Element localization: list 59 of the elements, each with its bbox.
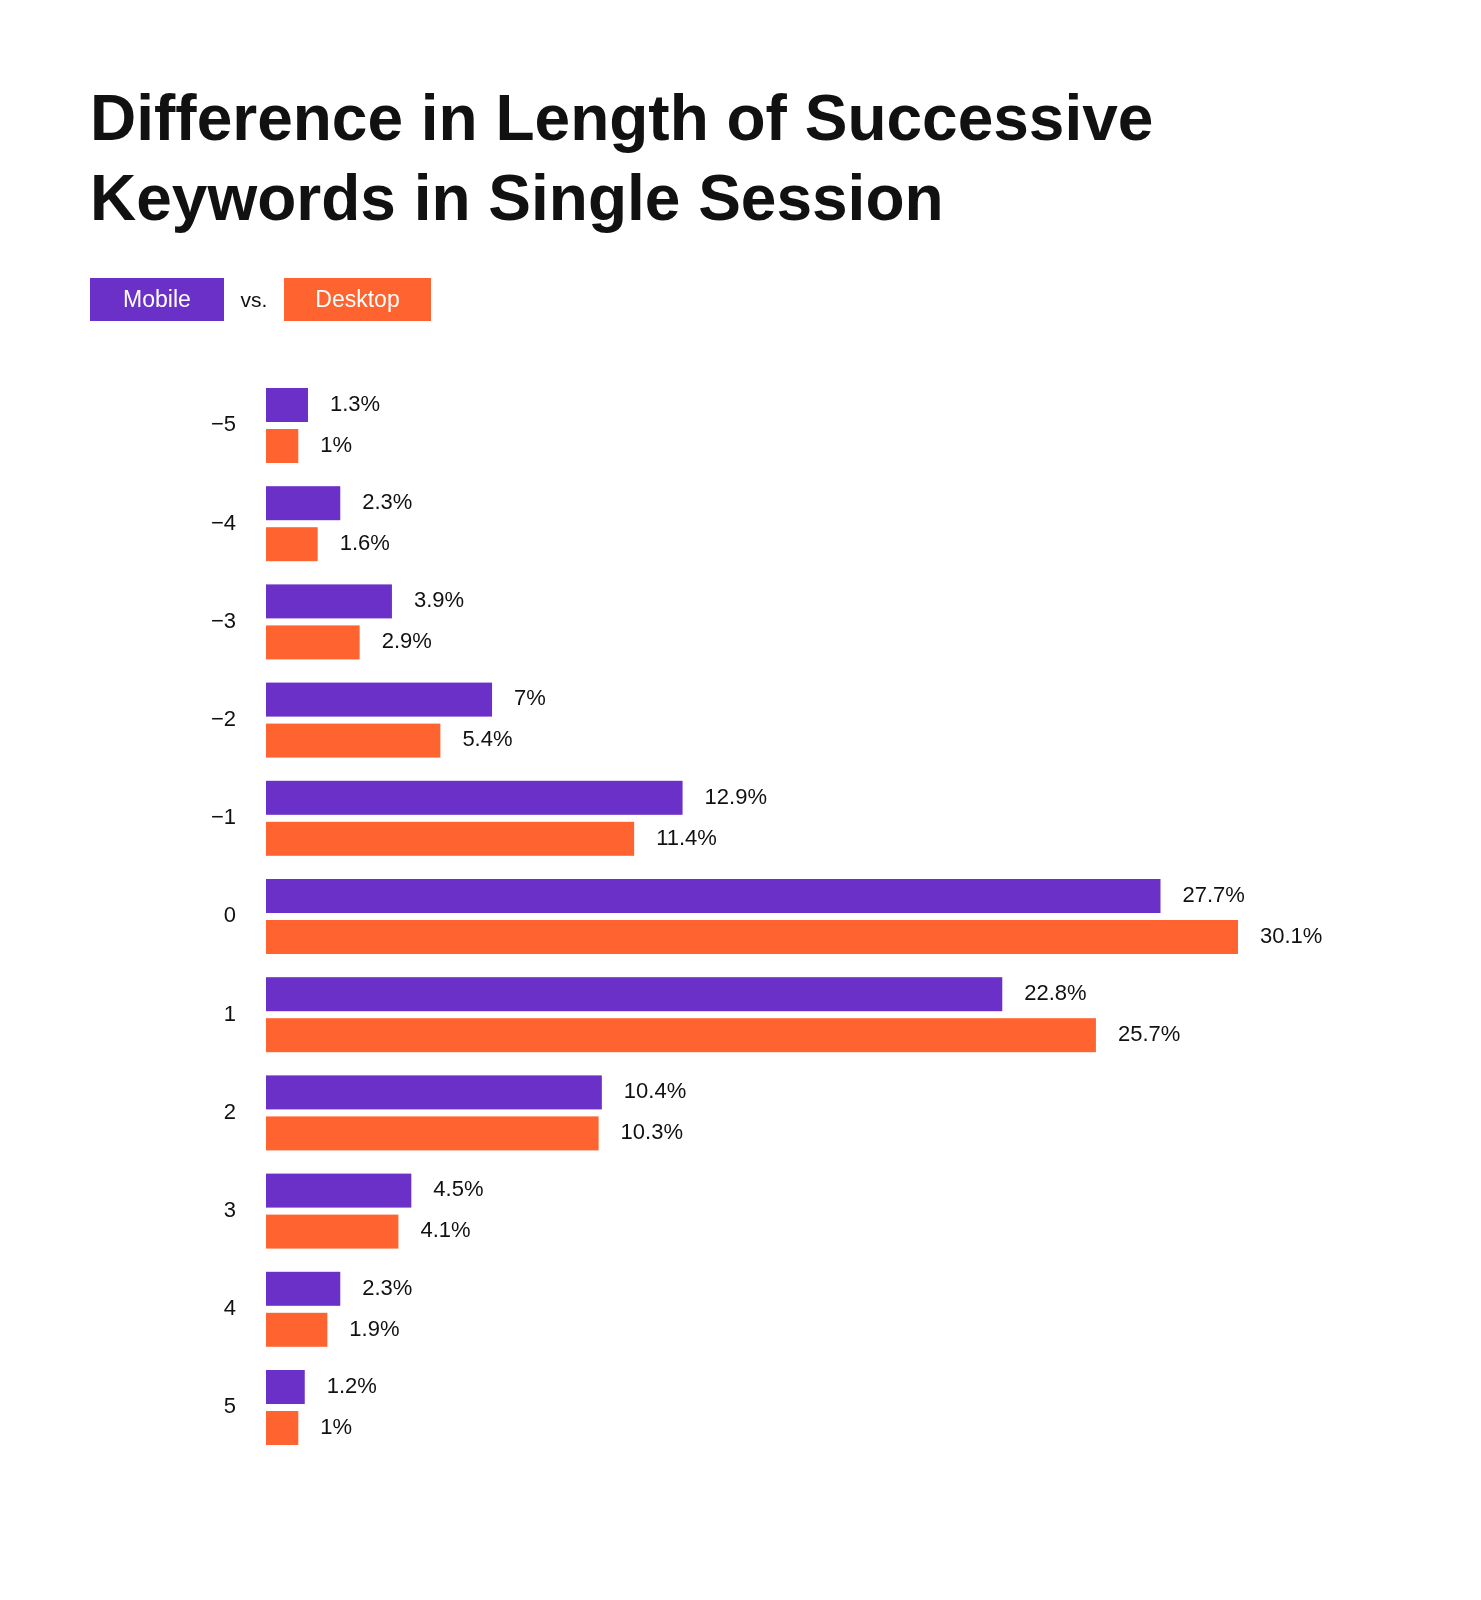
y-tick-label: −3 bbox=[210, 607, 236, 633]
data-label: 1.6% bbox=[339, 530, 390, 556]
data-label: 7% bbox=[514, 685, 546, 711]
bar bbox=[266, 977, 1003, 1012]
y-tick-label: −4 bbox=[210, 509, 236, 535]
y-tick-label: 2 bbox=[223, 1098, 236, 1124]
bar bbox=[266, 1271, 341, 1306]
bar bbox=[266, 1370, 305, 1404]
bar bbox=[266, 1075, 602, 1110]
bar bbox=[266, 780, 683, 815]
data-label: 2.3% bbox=[362, 1274, 413, 1300]
bar bbox=[266, 527, 318, 562]
bar bbox=[266, 1214, 399, 1249]
bar bbox=[266, 920, 1238, 954]
data-label: 4.1% bbox=[420, 1217, 471, 1243]
data-label: 27.7% bbox=[1182, 881, 1245, 907]
y-tick-label: −2 bbox=[210, 705, 236, 731]
bar bbox=[266, 388, 308, 422]
y-tick-label: 5 bbox=[223, 1393, 236, 1419]
data-label: 10.3% bbox=[620, 1119, 683, 1145]
data-label: 1% bbox=[320, 1413, 353, 1439]
y-tick-label: 1 bbox=[223, 1000, 236, 1026]
text: vs. bbox=[240, 287, 268, 311]
bar bbox=[266, 1018, 1096, 1053]
y-tick-label: 0 bbox=[223, 902, 236, 928]
data-label: 22.8% bbox=[1024, 980, 1087, 1006]
bar bbox=[266, 1116, 599, 1151]
data-label: 1.3% bbox=[329, 390, 381, 416]
data-label: 1.2% bbox=[326, 1372, 377, 1398]
data-label: 2.3% bbox=[362, 489, 413, 515]
bar bbox=[266, 1411, 299, 1445]
data-label: 10.4% bbox=[623, 1078, 687, 1104]
y-tick-label: 4 bbox=[223, 1295, 236, 1321]
text: Desktop bbox=[315, 286, 400, 313]
bar bbox=[266, 682, 493, 717]
chart-title: Difference in Length of Successive Keywords in Single Session bbox=[90, 82, 1154, 234]
data-label: 5.4% bbox=[462, 726, 513, 752]
bar bbox=[266, 1312, 328, 1347]
data-label: 30.1% bbox=[1260, 922, 1323, 948]
y-tick-label: −1 bbox=[210, 804, 236, 830]
y-tick-label: 3 bbox=[223, 1196, 236, 1222]
data-label: 12.9% bbox=[704, 783, 767, 809]
data-label: 2.9% bbox=[381, 628, 432, 654]
bar bbox=[266, 584, 392, 619]
bar bbox=[266, 1173, 412, 1208]
bar bbox=[266, 486, 341, 521]
data-label: 3.9% bbox=[413, 587, 465, 613]
data-label: 1% bbox=[320, 431, 353, 457]
bar bbox=[266, 625, 360, 660]
text: Mobile bbox=[123, 286, 191, 313]
data-label: 4.5% bbox=[433, 1176, 484, 1202]
bar bbox=[266, 723, 441, 758]
bar bbox=[266, 879, 1161, 913]
data-label: 11.4% bbox=[656, 824, 717, 850]
bar bbox=[266, 821, 635, 856]
data-label: 25.7% bbox=[1117, 1021, 1181, 1047]
data-label: 1.9% bbox=[349, 1315, 400, 1341]
y-tick-label: −5 bbox=[210, 411, 236, 437]
bar bbox=[266, 429, 299, 463]
